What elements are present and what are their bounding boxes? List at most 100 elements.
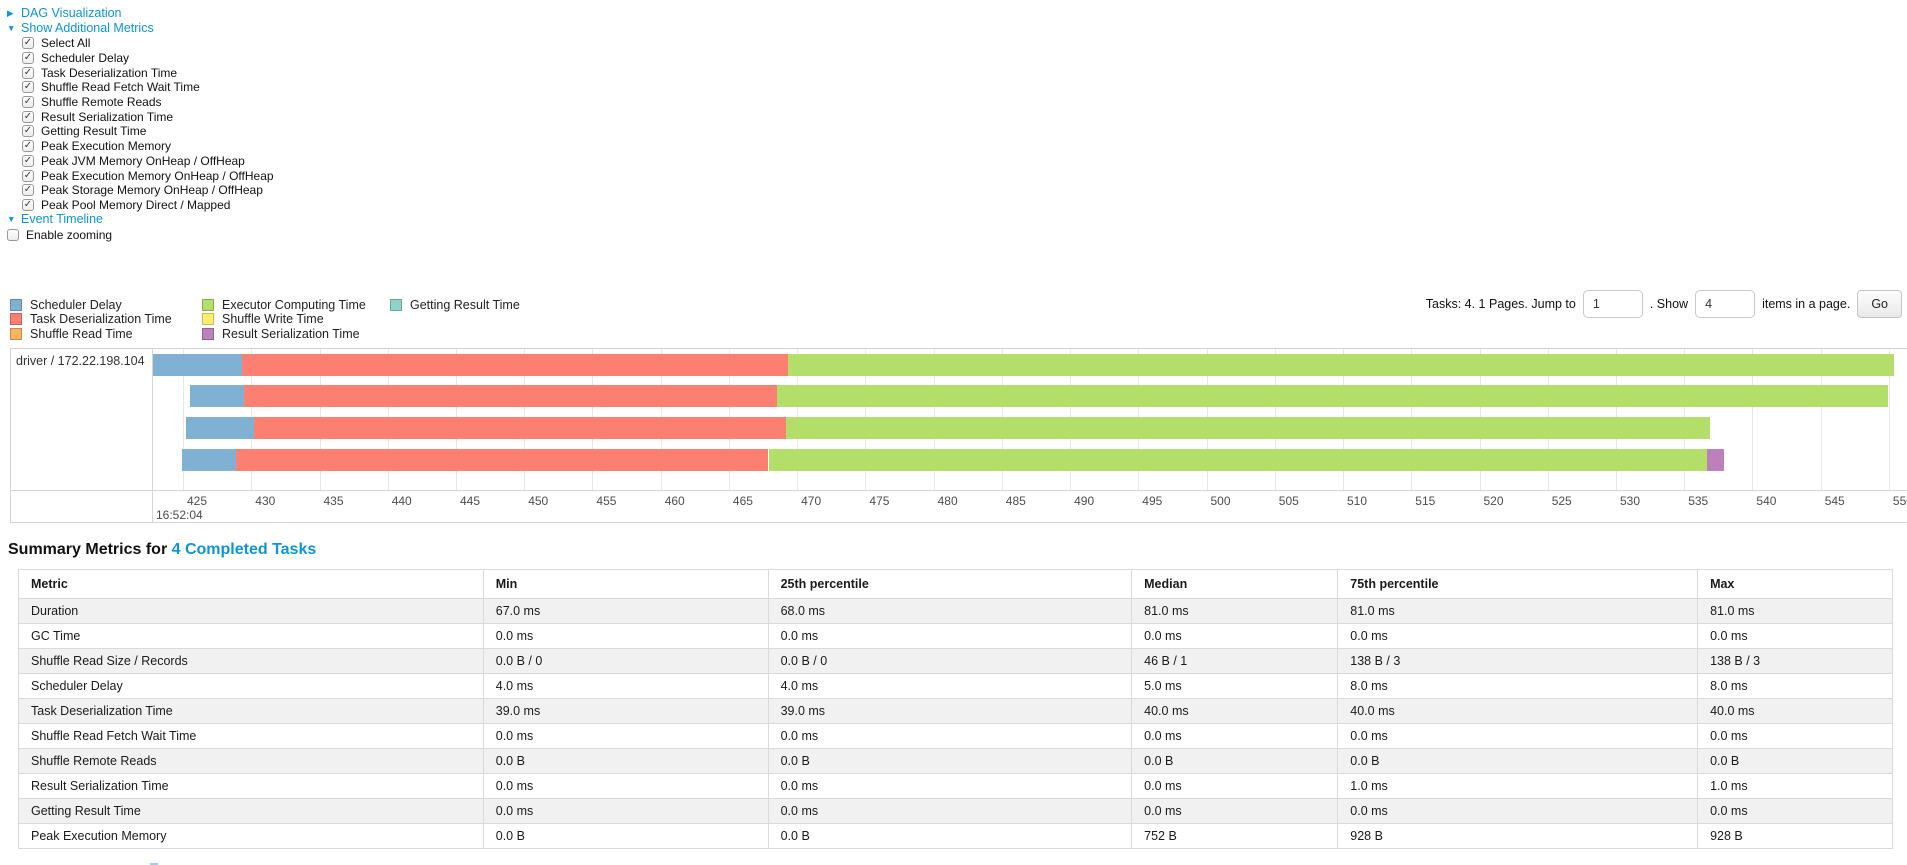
- items-per-page-input[interactable]: [1695, 290, 1756, 319]
- legend-item: Executor Computing Time: [202, 297, 390, 312]
- table-row: Peak Execution Memory 0.0 B 0.0 B 752 B 928 …: [18, 823, 1893, 850]
- legend-item: Task Deserialization Time: [10, 312, 202, 327]
- metric-checkbox[interactable]: ✓: [22, 52, 34, 65]
- show-additional-metrics-toggle[interactable]: ▼ Show Additional Metrics: [7, 21, 1907, 36]
- task-bar-segment: [1707, 449, 1724, 472]
- timeline-plot-area: [153, 349, 1907, 491]
- table-cell: 1.0 ms: [1697, 773, 1893, 800]
- axis-gridline: [1752, 349, 1754, 491]
- completed-tasks-link[interactable]: 4 Completed Tasks: [171, 541, 317, 559]
- table-cell: 0.0 ms: [1337, 723, 1699, 750]
- metric-checkbox[interactable]: ✓: [22, 110, 34, 123]
- table-cell: Peak Execution Memory: [18, 823, 484, 850]
- axis-tick-label: 490: [1074, 494, 1095, 509]
- metric-checkbox[interactable]: ✓: [22, 125, 34, 138]
- task-bar-segment: [153, 354, 242, 377]
- chevron-right-icon: ▶: [7, 8, 14, 18]
- table-header-cell: Max: [1697, 569, 1893, 600]
- axis-tick-label: 530: [1620, 494, 1641, 509]
- table-cell: 39.0 ms: [482, 698, 769, 725]
- metric-checkbox-row: ✓ Peak Pool Memory Direct / Mapped: [22, 198, 1907, 213]
- table-cell: 0.0 ms: [1697, 798, 1893, 825]
- axis-major-label: 16:52:04: [156, 508, 203, 523]
- table-cell: 0.0 ms: [1697, 723, 1893, 750]
- metric-checkbox-label: Peak Execution Memory: [41, 139, 172, 154]
- table-cell: 0.0 ms: [1131, 798, 1339, 825]
- legend-item: Scheduler Delay: [10, 297, 202, 312]
- table-cell: 0.0 B: [1131, 748, 1339, 775]
- table-cell: 40.0 ms: [1131, 698, 1339, 725]
- metric-checkbox[interactable]: ✓: [22, 66, 34, 79]
- jump-to-page-input[interactable]: [1582, 290, 1643, 319]
- metric-checkbox[interactable]: ✓: [22, 154, 34, 167]
- table-cell: 4.0 ms: [767, 673, 1133, 700]
- axis-tick-label: 495: [1142, 494, 1163, 509]
- enable-zooming-checkbox[interactable]: [7, 228, 19, 241]
- metric-checkbox-label: Select All: [41, 36, 91, 51]
- metric-checkbox-label: Result Serialization Time: [41, 109, 174, 124]
- axis-tick-label: 475: [869, 494, 890, 509]
- table-cell: 8.0 ms: [1337, 673, 1699, 700]
- table-cell: 0.0 ms: [1337, 798, 1699, 825]
- metric-checkbox-row: ✓ Result Serialization Time: [22, 109, 1907, 124]
- table-cell: 40.0 ms: [1697, 698, 1893, 725]
- task-bar-segment: [244, 385, 777, 408]
- axis-tick-label: 430: [255, 494, 276, 509]
- table-cell: 928 B: [1697, 823, 1893, 850]
- metric-checkbox[interactable]: ✓: [22, 140, 34, 153]
- dag-visualization-label: DAG Visualization: [21, 6, 122, 20]
- table-header-cell: 75th percentile: [1337, 569, 1699, 600]
- metric-checkbox[interactable]: ✓: [22, 198, 34, 211]
- show-text: . Show: [1649, 297, 1689, 312]
- table-cell: 68.0 ms: [767, 598, 1133, 625]
- event-timeline-toggle[interactable]: ▼ Event Timeline: [7, 212, 1907, 227]
- table-cell: 0.0 B: [767, 748, 1133, 775]
- go-button[interactable]: Go: [1857, 290, 1902, 319]
- table-row: Shuffle Read Size / Records 0.0 B / 0 0.0 …: [18, 648, 1893, 675]
- metric-checkbox-label: Shuffle Remote Reads: [41, 95, 162, 110]
- table-cell: 0.0 ms: [482, 723, 769, 750]
- table-header-row: Metric Min 25th percentile Median 75th perce…: [18, 569, 1893, 600]
- legend-label: Executor Computing Time: [222, 297, 366, 312]
- table-row: Scheduler Delay 4.0 ms 4.0 ms 5.0 ms 8.0 ms 8…: [18, 673, 1893, 700]
- metric-checkbox[interactable]: ✓: [22, 184, 34, 197]
- task-bar-segment: [787, 354, 1895, 377]
- metric-checkbox[interactable]: ✓: [22, 169, 34, 182]
- table-cell: 0.0 ms: [767, 773, 1133, 800]
- axis-tick-label: 480: [937, 494, 958, 509]
- legend-swatch: [202, 298, 214, 311]
- legend-swatch: [202, 327, 214, 340]
- additional-metrics-checkbox-list: ✓ Select All ✓ Scheduler Delay ✓ Task Deseria…: [7, 36, 1907, 212]
- stage-page-controls: ▶ DAG Visualization ▼ Show Additional Me…: [0, 0, 1907, 242]
- metric-checkbox[interactable]: ✓: [22, 37, 34, 50]
- table-row: Task Deserialization Time 39.0 ms 39.0 ms 4…: [18, 698, 1893, 725]
- metric-checkbox-row: ✓ Select All: [22, 36, 1907, 51]
- metric-checkbox-row: ✓ Peak Storage Memory OnHeap / OffHeap: [22, 183, 1907, 198]
- table-row: Shuffle Read Fetch Wait Time 0.0 ms 0.0 ms…: [18, 723, 1893, 750]
- axis-tick-label: 465: [732, 494, 753, 509]
- axis-tick-label: 460: [664, 494, 685, 509]
- enable-zooming-row: Enable zooming: [7, 227, 1907, 242]
- table-cell: 39.0 ms: [767, 698, 1133, 725]
- dag-visualization-toggle[interactable]: ▶ DAG Visualization: [7, 6, 1907, 21]
- task-pagination: Tasks: 4. 1 Pages. Jump to . Show items …: [1425, 290, 1902, 319]
- legend-item: Result Serialization Time: [202, 326, 390, 341]
- timeline-header-row: Scheduler Delay Task Deserialization Time…: [0, 290, 1907, 341]
- axis-tick-label: 540: [1756, 494, 1777, 509]
- table-cell: 0.0 ms: [767, 623, 1133, 650]
- table-cell: 0.0 ms: [482, 798, 769, 825]
- table-cell: 81.0 ms: [1131, 598, 1339, 625]
- axis-tick-label: 450: [528, 494, 549, 509]
- metric-checkbox[interactable]: ✓: [22, 96, 34, 109]
- metric-checkbox[interactable]: ✓: [22, 81, 34, 94]
- executor-label: driver / 172.22.198.104: [16, 354, 145, 369]
- legend-swatch: [10, 313, 22, 326]
- task-bar-segment: [241, 354, 788, 377]
- legend-label: Getting Result Time: [410, 297, 520, 312]
- legend-swatch: [202, 313, 214, 326]
- tasks-count-text: Tasks: 4. 1 Pages. Jump to: [1425, 297, 1576, 312]
- summary-metrics-table: Metric Min 25th percentile Median 75th perce…: [18, 569, 1893, 850]
- table-cell: 81.0 ms: [1337, 598, 1699, 625]
- legend-swatch: [10, 327, 22, 340]
- axis-tick-label: 520: [1483, 494, 1504, 509]
